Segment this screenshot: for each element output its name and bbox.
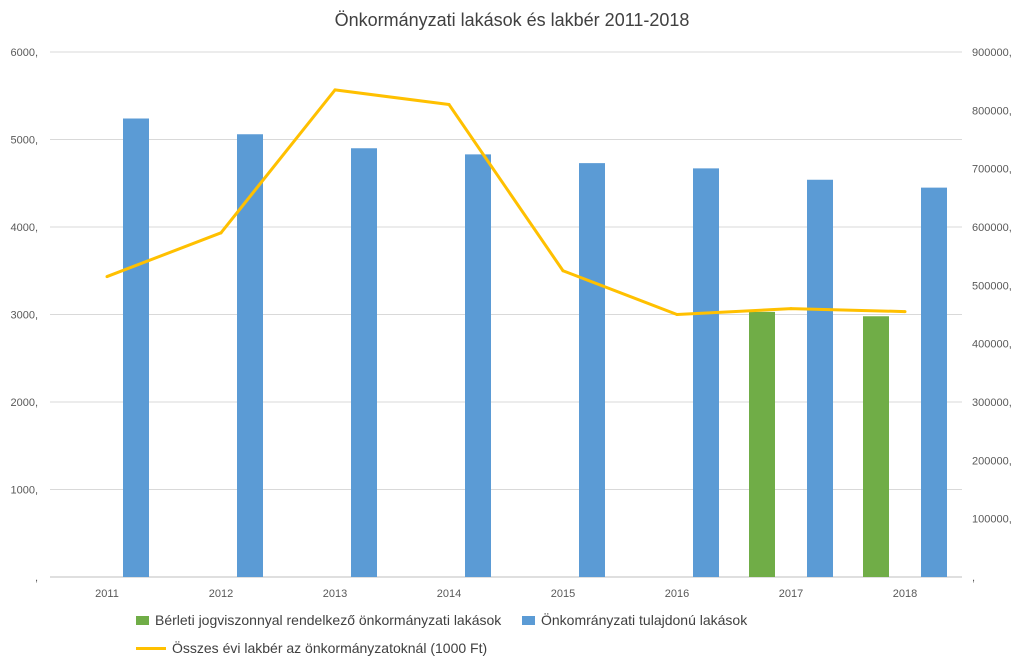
line-point <box>219 231 223 235</box>
line-point <box>903 310 907 314</box>
y-right-tick-label: 700000, <box>972 164 1012 176</box>
y-left-tick-label: 3000, <box>10 310 38 322</box>
y-right-tick-label: , <box>972 572 975 584</box>
line-point <box>333 88 337 92</box>
y-left-tick-label: 1000, <box>10 485 38 497</box>
bar <box>465 154 491 577</box>
y-left-tick-label: 5000, <box>10 135 38 147</box>
legend-label-green: Bérleti jogviszonnyal rendelkező önkormá… <box>155 612 502 628</box>
bar <box>351 148 377 577</box>
y-right-tick-label: 500000, <box>972 280 1012 292</box>
y-right-tick-label: 800000, <box>972 105 1012 117</box>
bar <box>921 187 947 577</box>
legend-swatch-line <box>136 646 166 650</box>
bar <box>693 168 719 577</box>
y-right-tick-label: 600000, <box>972 222 1012 234</box>
x-tick-label: 2016 <box>665 588 689 600</box>
legend-item-green-bars: Bérleti jogviszonnyal rendelkező önkormá… <box>136 612 501 628</box>
x-tick-label: 2015 <box>551 588 575 600</box>
series-line <box>106 88 906 316</box>
x-tick-label: 2013 <box>323 588 347 600</box>
y-right-tick-label: 400000, <box>972 339 1012 351</box>
x-tick-label: 2011 <box>95 588 119 600</box>
x-tick-label: 2014 <box>437 588 461 600</box>
legend-item-blue-bars: Önkomrányzati tulajdonú lakások <box>522 612 747 628</box>
y-right-tick-label: 200000, <box>972 455 1012 467</box>
legend-item-line: Összes évi lakbér az önkormányzatoknál (… <box>136 640 487 656</box>
legend-swatch-green <box>136 615 149 625</box>
bar <box>579 163 605 577</box>
line-point <box>675 313 679 316</box>
bar <box>237 134 263 577</box>
y-left-tick-label: 4000, <box>10 222 38 234</box>
line-point <box>447 103 451 106</box>
y-right-tick-label: 300000, <box>972 397 1012 409</box>
x-tick-label: 2017 <box>779 588 803 600</box>
bar <box>749 311 775 577</box>
line-point <box>789 307 793 311</box>
legend-label-line: Összes évi lakbér az önkormányzatoknál (… <box>172 640 488 656</box>
y-left-tick-label: 2000, <box>10 397 38 409</box>
chart-title: Önkormányzati lakások és lakbér 2011-201… <box>334 10 690 30</box>
bar <box>863 316 889 577</box>
line-point <box>561 269 565 273</box>
y-right-tick-label: 900000, <box>972 47 1012 59</box>
legend-swatch-blue <box>522 615 535 625</box>
y-right-tick-label: 100000, <box>972 514 1012 526</box>
line-point <box>105 275 109 279</box>
x-tick-label: 2018 <box>893 588 917 600</box>
y-left-tick-label: 6000, <box>10 47 38 59</box>
x-tick-label: 2012 <box>209 588 233 600</box>
legend-label-blue: Önkomrányzati tulajdonú lakások <box>541 612 748 628</box>
y-left-tick-label: , <box>35 572 38 584</box>
bar <box>807 179 833 577</box>
bar <box>123 118 149 577</box>
